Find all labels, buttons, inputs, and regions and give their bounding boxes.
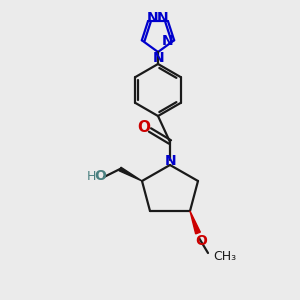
- Text: N: N: [147, 11, 159, 25]
- Text: N: N: [165, 154, 177, 168]
- Text: O: O: [94, 169, 106, 183]
- Polygon shape: [190, 211, 200, 234]
- Text: N: N: [161, 34, 173, 48]
- Text: CH₃: CH₃: [213, 250, 236, 263]
- Text: O: O: [137, 119, 151, 134]
- Text: N: N: [153, 51, 165, 65]
- Text: O: O: [195, 234, 207, 248]
- Text: N: N: [157, 11, 169, 25]
- Text: H: H: [86, 169, 96, 182]
- Polygon shape: [119, 167, 142, 181]
